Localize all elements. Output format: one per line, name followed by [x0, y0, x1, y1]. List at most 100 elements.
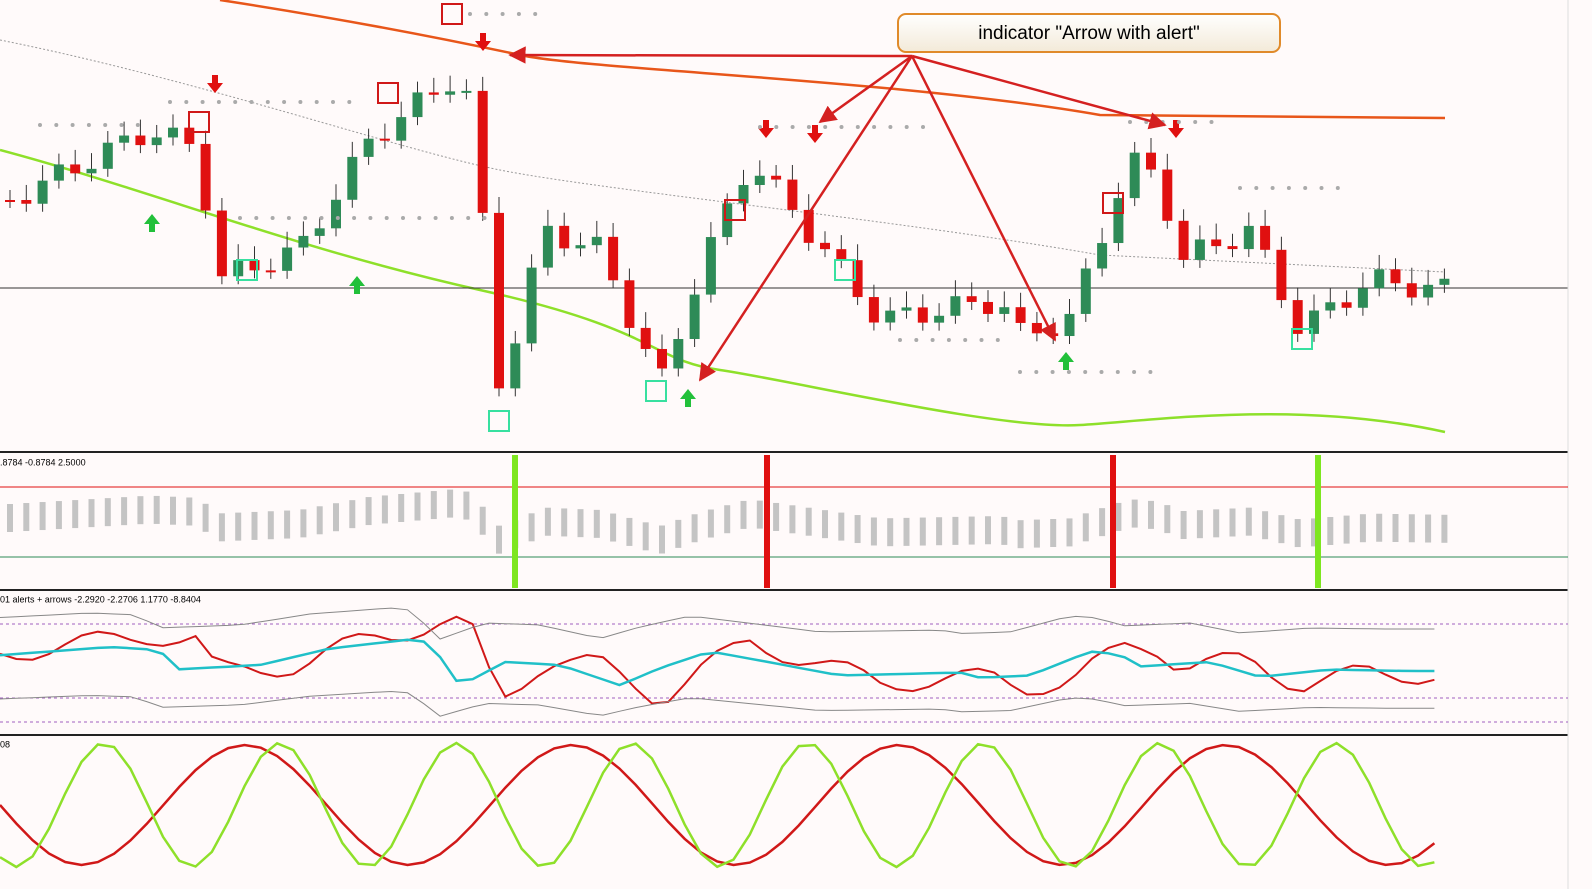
histogram-bar — [170, 496, 176, 525]
candle — [233, 260, 244, 277]
upper-envelope — [0, 607, 1435, 640]
buy-arrow — [349, 276, 365, 294]
main-line — [0, 741, 1435, 869]
stop-dot — [168, 100, 172, 104]
signal-box — [834, 259, 856, 281]
candle — [836, 249, 847, 261]
stop-dot — [1083, 370, 1088, 374]
buy-arrow — [144, 214, 160, 232]
histogram-bar — [1180, 511, 1187, 540]
stop-dot — [433, 216, 438, 220]
candle — [771, 175, 782, 180]
stop-dot — [70, 123, 75, 127]
histogram-bar — [1229, 508, 1236, 537]
candle — [363, 138, 374, 157]
candle — [5, 200, 15, 202]
stop-dot — [914, 338, 919, 342]
candle — [526, 267, 537, 344]
stop-dot — [249, 100, 254, 104]
histogram-bar — [968, 516, 975, 545]
candle — [803, 209, 814, 243]
candle — [1260, 225, 1271, 250]
histogram-bar — [561, 508, 568, 537]
histogram-bar — [952, 516, 959, 545]
candle — [1113, 198, 1124, 244]
stop-dot — [254, 216, 259, 220]
panel-label: 01 alerts + arrows -2.2920 -2.2706 1.177… — [0, 594, 201, 604]
candle — [298, 235, 309, 248]
histogram-bar — [1441, 514, 1448, 543]
candle — [934, 315, 945, 323]
stop-dot — [286, 216, 291, 220]
candle — [1423, 284, 1434, 298]
candle — [314, 228, 325, 236]
candle — [1064, 313, 1075, 337]
signal-line — [0, 743, 1436, 867]
lower-envelope — [0, 690, 1435, 717]
histogram-bar — [1425, 514, 1432, 543]
histogram-bar — [1066, 518, 1073, 547]
candle — [249, 260, 260, 271]
histogram-bar — [1115, 502, 1122, 531]
candle — [428, 92, 439, 95]
candle — [331, 199, 341, 229]
candle — [608, 236, 619, 281]
candle — [820, 242, 830, 250]
signal-bar — [764, 455, 770, 588]
stop-dot — [921, 125, 925, 129]
stochastic-panel — [0, 741, 1436, 869]
histogram-bar — [496, 525, 502, 554]
stop-dot — [995, 338, 1000, 342]
stop-dot — [103, 123, 108, 127]
candle — [1080, 268, 1091, 314]
candle — [70, 164, 81, 174]
stop-dot — [1050, 370, 1055, 374]
candle — [1227, 246, 1238, 250]
candle — [1341, 302, 1352, 308]
histogram-bar — [202, 503, 209, 532]
candle — [901, 307, 912, 311]
histogram-bar — [1245, 507, 1252, 536]
histogram-bar — [724, 505, 731, 534]
histogram-bar — [414, 492, 421, 521]
histogram-bar — [1262, 511, 1269, 540]
callout-text: indicator "Arrow with alert" — [978, 23, 1200, 44]
stop-dot — [1286, 186, 1291, 190]
candle — [494, 212, 504, 389]
candle — [1243, 225, 1254, 250]
stop-dot — [946, 338, 951, 342]
candle — [1406, 283, 1417, 298]
stop-dot — [303, 216, 308, 220]
histogram-bar — [88, 499, 95, 528]
stop-dot — [1319, 186, 1324, 190]
stop-dot — [368, 216, 373, 220]
stop-dot — [1034, 370, 1039, 374]
histogram-bar — [333, 503, 339, 532]
histogram-bar — [1392, 514, 1399, 543]
candle — [1309, 310, 1319, 334]
candle — [510, 343, 521, 389]
histogram-bar — [1131, 499, 1138, 528]
histogram-bar — [1327, 517, 1334, 546]
candle — [461, 90, 472, 93]
histogram-bar — [1082, 513, 1089, 542]
histogram-panel — [0, 455, 1568, 588]
stop-dot — [1115, 370, 1120, 374]
candle — [200, 143, 211, 211]
candle — [738, 185, 749, 204]
candle — [1292, 300, 1303, 334]
histogram-bar — [544, 507, 551, 536]
histogram-bar — [838, 512, 845, 541]
candle — [1097, 243, 1108, 269]
histogram-bar — [822, 510, 828, 539]
histogram-bar — [936, 517, 943, 546]
candle — [216, 210, 227, 277]
candle — [657, 348, 667, 369]
histogram-bar — [610, 513, 617, 542]
histogram-bar — [381, 495, 388, 524]
stop-dot — [216, 100, 221, 104]
histogram-bar — [1196, 510, 1203, 539]
buy-arrow — [680, 389, 696, 407]
stop-dot — [54, 123, 59, 127]
histogram-bar — [251, 511, 258, 540]
